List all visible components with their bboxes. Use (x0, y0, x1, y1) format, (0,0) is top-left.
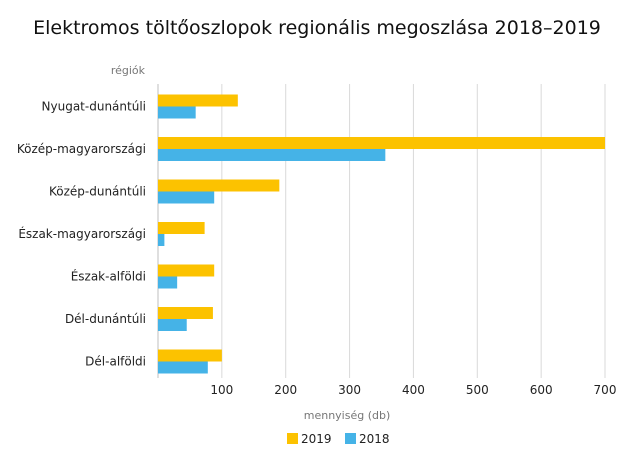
chart-title: Elektromos töltőoszlopok regionális mego… (33, 17, 601, 39)
x-tick-label: 100 (210, 383, 233, 397)
category-label: Észak-magyarországi (18, 226, 146, 241)
x-axis-label: mennyiség (db) (304, 409, 391, 422)
category-label: Nyugat-dunántúli (42, 100, 146, 114)
x-tick-labels: 100 200 300 400 500 600 700 (210, 383, 616, 397)
x-tick-label: 700 (594, 383, 617, 397)
x-tick-label: 400 (402, 383, 425, 397)
category-label: Észak-alföldi (71, 269, 146, 284)
x-tick-label: 200 (274, 383, 297, 397)
bar-2018-4 (158, 276, 178, 289)
bars (158, 94, 605, 374)
bar-2019-4 (158, 264, 215, 277)
legend-label-2019: 2019 (301, 432, 332, 446)
category-label: Dél-alföldi (85, 355, 146, 369)
legend-label-2018: 2018 (359, 432, 390, 446)
legend-swatch-2018 (345, 433, 356, 444)
category-label: Közép-dunántúli (49, 185, 146, 199)
legend-swatch-2019 (287, 433, 298, 444)
category-label: Dél-dunántúli (65, 312, 146, 326)
x-tick-label: 500 (466, 383, 489, 397)
legend: 2019 2018 (287, 432, 390, 446)
bar-2018-1 (158, 149, 386, 161)
bar-2018-0 (158, 106, 196, 119)
bar-2018-2 (158, 191, 215, 204)
category-labels: Nyugat-dunántúli Közép-magyarországi Közép… (17, 100, 146, 369)
x-tick-label: 600 (530, 383, 553, 397)
bar-2019-5 (158, 307, 213, 319)
x-tick-label: 300 (338, 383, 361, 397)
bar-2019-1 (158, 137, 605, 149)
bar-2018-6 (158, 361, 208, 374)
bar-2019-2 (158, 179, 280, 192)
category-label: Közép-magyarországi (17, 142, 146, 156)
bar-2019-3 (158, 222, 205, 234)
bar-2019-6 (158, 349, 222, 362)
y-axis-label: régiók (111, 64, 146, 77)
bar-2018-3 (158, 234, 165, 246)
grid (157, 84, 606, 378)
bar-2019-0 (158, 94, 238, 107)
bar-2018-5 (158, 319, 187, 331)
